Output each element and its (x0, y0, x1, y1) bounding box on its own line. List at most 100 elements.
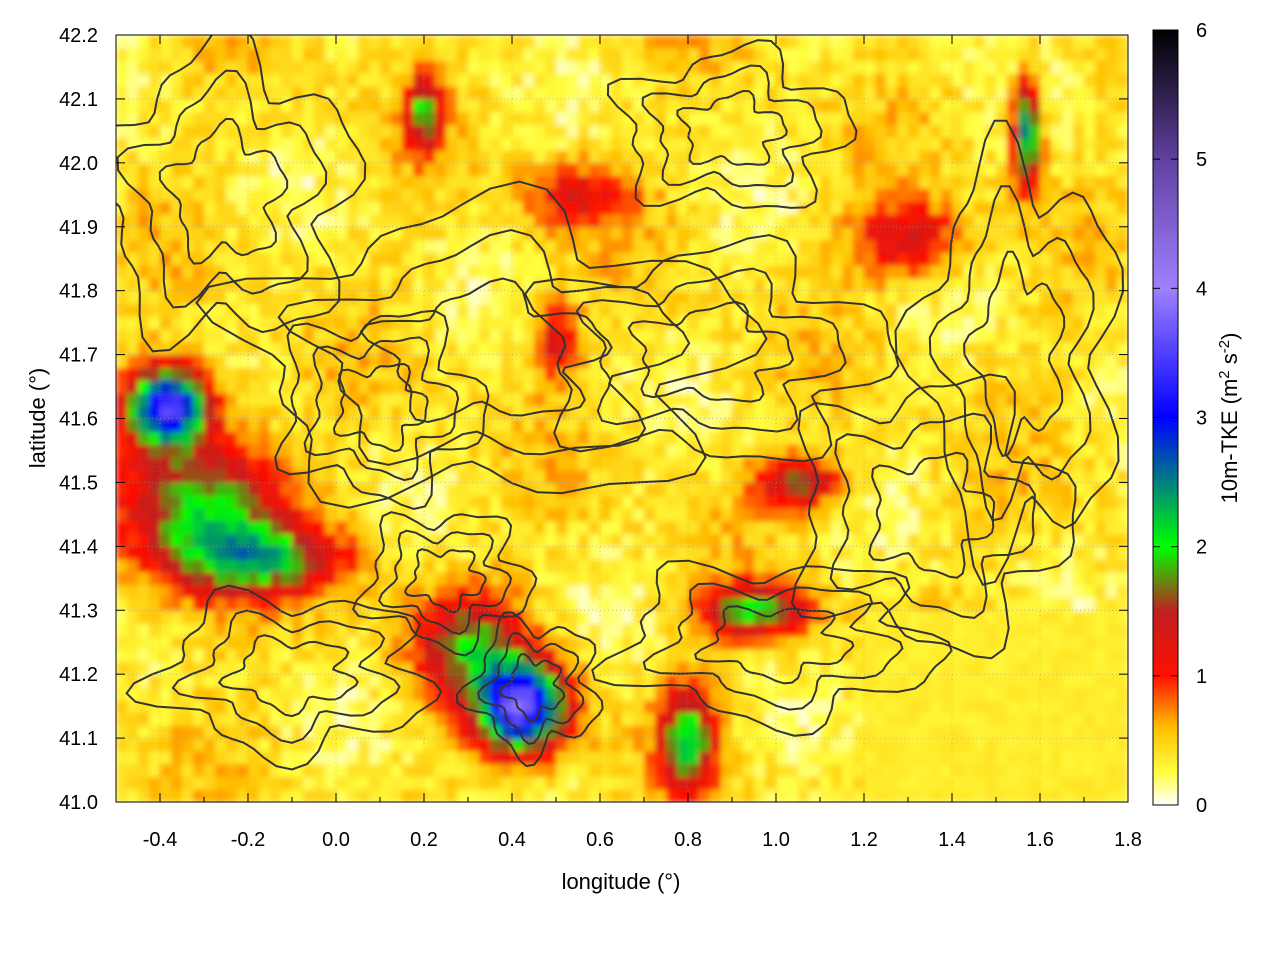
tke-cell (633, 226, 645, 241)
tke-cell (149, 444, 161, 458)
tke-cell (281, 763, 293, 778)
tke-cell (930, 597, 942, 611)
tke-cell (347, 367, 359, 381)
tke-cell (1095, 265, 1107, 279)
tke-cell (875, 444, 887, 458)
tke-cell (193, 610, 205, 624)
tke-cell (457, 418, 469, 432)
tke-cell (578, 495, 590, 509)
tke-cell (919, 150, 931, 164)
tke-cell (820, 456, 832, 471)
tke-cell (292, 111, 304, 126)
tke-cell (358, 226, 370, 241)
tke-cell (193, 750, 205, 765)
tke-cell (897, 456, 909, 471)
tke-cell (1051, 329, 1063, 343)
tke-cell (281, 789, 293, 802)
tke-cell (710, 265, 722, 279)
tke-cell (182, 533, 194, 547)
tke-cell (787, 520, 799, 535)
tke-cell (358, 265, 370, 279)
tke-cell (270, 380, 282, 394)
tke-cell (1106, 392, 1118, 407)
tke-cell (853, 175, 865, 189)
tke-cell (479, 188, 491, 202)
tke-cell (380, 431, 392, 445)
tke-cell (204, 610, 216, 624)
tke-cell (138, 559, 150, 573)
tke-cell (1084, 303, 1096, 317)
tke-cell (710, 533, 722, 547)
tke-cell (325, 456, 337, 471)
tke-cell (611, 520, 623, 535)
tke-cell (1018, 648, 1030, 662)
tke-cell (259, 623, 271, 637)
tke-cell (952, 150, 964, 164)
tke-cell (424, 354, 436, 368)
tke-cell (600, 597, 612, 611)
tke-cell (1084, 546, 1096, 560)
tke-cell (501, 559, 513, 573)
tke-cell (655, 699, 667, 714)
tke-cell (655, 226, 667, 241)
tke-cell (204, 750, 216, 765)
tke-cell (798, 380, 810, 394)
tke-cell (325, 290, 337, 305)
tke-cell (985, 201, 997, 215)
tke-cell (116, 482, 128, 496)
tke-cell (655, 354, 667, 368)
tke-cell (908, 687, 920, 701)
tke-cell (248, 367, 260, 381)
tke-cell (831, 776, 843, 790)
tke-cell (600, 265, 612, 279)
tke-cell (743, 137, 755, 151)
tke-cell (644, 635, 656, 650)
tke-cell (644, 175, 656, 189)
tke-cell (402, 226, 414, 241)
tke-cell (622, 763, 634, 778)
tke-cell (941, 175, 953, 189)
tke-cell (171, 265, 183, 279)
tke-cell (457, 571, 469, 586)
tke-cell (710, 508, 722, 522)
tke-cell (578, 712, 590, 726)
tke-cell (171, 495, 183, 509)
tke-cell (930, 571, 942, 586)
tke-cell (171, 444, 183, 458)
tke-cell (413, 661, 425, 675)
tke-cell (556, 559, 568, 573)
tke-cell (864, 712, 876, 726)
tke-cell (952, 725, 964, 739)
tke-cell (644, 444, 656, 458)
tke-cell (853, 201, 865, 215)
tke-cell (754, 674, 766, 688)
tke-cell (303, 124, 315, 138)
tke-cell (941, 763, 953, 778)
tke-cell (325, 162, 337, 177)
tke-cell (787, 610, 799, 624)
tke-cell (490, 482, 502, 496)
tke-cell (633, 111, 645, 126)
tke-cell (446, 226, 458, 241)
tke-cell (853, 533, 865, 547)
tke-cell (1095, 725, 1107, 739)
tke-cell (534, 597, 546, 611)
tke-cell (963, 597, 975, 611)
tke-cell (578, 661, 590, 675)
tke-cell (292, 265, 304, 279)
tke-cell (875, 623, 887, 637)
tke-cell (534, 776, 546, 790)
tke-cell (578, 290, 590, 305)
tke-cell (435, 341, 447, 356)
tke-cell (1018, 520, 1030, 535)
tke-cell (347, 482, 359, 496)
tke-cell (578, 137, 590, 151)
tke-cell (996, 533, 1008, 547)
tke-cell (886, 495, 898, 509)
tke-cell (897, 418, 909, 432)
tke-cell (1040, 316, 1052, 330)
tke-cell (930, 610, 942, 624)
tke-cell (930, 329, 942, 343)
tke-cell (897, 520, 909, 535)
tke-cell (941, 431, 953, 445)
